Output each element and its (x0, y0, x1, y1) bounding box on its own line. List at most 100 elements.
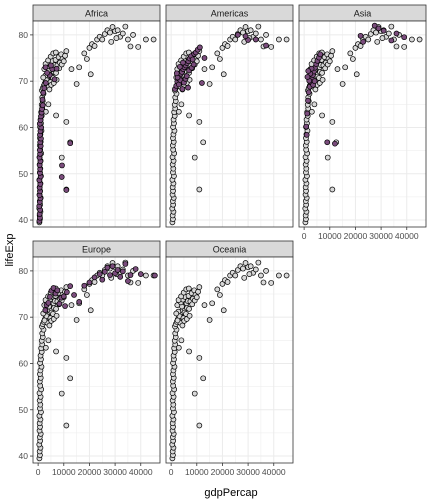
x-tick-label: 10000 (52, 467, 76, 477)
x-tick-label: 40000 (395, 231, 419, 241)
data-point (196, 284, 203, 290)
data-point (283, 36, 290, 43)
data-point-asia (303, 123, 310, 130)
data-point (209, 64, 216, 71)
data-point-europe (107, 272, 113, 278)
data-point (67, 375, 74, 382)
data-point (193, 294, 200, 301)
data-point (220, 307, 227, 314)
data-point-africa (63, 187, 70, 193)
data-point-americas (242, 33, 249, 40)
data-point-europe (86, 279, 93, 286)
data-point (191, 390, 198, 397)
data-point (53, 306, 59, 312)
facet-panel-oceania: Oceania 0 10000 20000 30000 40000 (165, 240, 294, 477)
data-point-europe (81, 282, 88, 289)
data-point (68, 66, 75, 72)
data-point (409, 36, 415, 43)
data-point (58, 154, 65, 161)
data-point (195, 288, 201, 295)
data-point (46, 86, 53, 93)
data-point (255, 259, 262, 266)
data-point-europe (119, 268, 126, 275)
data-point (247, 27, 254, 34)
data-point (53, 348, 59, 355)
y-tick-label: 40 (19, 215, 29, 225)
data-point (200, 139, 207, 146)
data-point-americas (177, 63, 183, 70)
data-point (135, 280, 142, 286)
data-point (196, 422, 203, 429)
facet-panel-africa: Africa 40 50 60 70 80 (19, 4, 161, 228)
data-point-europe (132, 266, 139, 272)
data-point (224, 43, 231, 49)
data-point (241, 274, 248, 281)
data-point (365, 36, 372, 43)
data-point (196, 355, 203, 361)
data-point (258, 36, 264, 43)
data-point-americas (201, 55, 208, 61)
data-point-asia (303, 132, 310, 138)
data-point (339, 81, 346, 87)
y-tick-label: 80 (19, 266, 29, 276)
data-point-africa (51, 76, 58, 83)
data-point-asia (380, 27, 387, 34)
data-point (350, 56, 356, 62)
data-point-africa (42, 64, 49, 71)
y-tick-label: 60 (19, 122, 29, 132)
data-point (416, 36, 423, 43)
data-point (87, 307, 94, 314)
data-point (206, 81, 213, 87)
panel-border (298, 20, 427, 228)
data-point (135, 44, 142, 50)
data-point (175, 108, 182, 115)
data-point-europe (76, 299, 83, 305)
y-tick-label: 80 (19, 30, 29, 40)
x-tick-label: 0 (302, 231, 307, 241)
data-point (178, 101, 185, 108)
data-point (52, 49, 59, 56)
data-point (84, 56, 90, 62)
data-point (63, 422, 70, 429)
data-point-europe (101, 268, 108, 275)
data-point-africa (53, 65, 60, 72)
data-point-europe (127, 272, 134, 278)
data-point (201, 302, 208, 308)
data-point (353, 71, 360, 78)
data-point (81, 50, 88, 57)
x-axis-title: gdpPercap (204, 487, 257, 499)
data-point-americas (190, 61, 197, 68)
data-point (73, 81, 80, 87)
data-point (114, 27, 121, 34)
data-point (374, 38, 381, 45)
data-point (247, 263, 254, 270)
data-point (357, 43, 364, 49)
facet-label-oceania: Oceania (213, 245, 247, 255)
data-point-africa (42, 80, 49, 86)
data-point (186, 348, 192, 355)
data-point-asia (311, 78, 318, 85)
data-point (200, 375, 207, 382)
data-point-asia (305, 89, 312, 96)
point-layer (36, 259, 158, 462)
data-point (319, 69, 325, 76)
x-tick-label: 0 (36, 467, 41, 477)
data-point-europe (54, 287, 61, 294)
data-point (308, 108, 315, 115)
data-point (178, 337, 185, 344)
data-point-europe (91, 274, 98, 281)
data-point-europe (137, 271, 144, 277)
data-point (232, 272, 239, 279)
facet-label-asia: Asia (354, 9, 372, 19)
data-point (143, 272, 149, 279)
data-point (125, 36, 131, 43)
data-point (73, 317, 80, 323)
data-point (329, 186, 336, 193)
data-point-europe (47, 293, 53, 300)
data-point (252, 266, 259, 273)
data-point (186, 306, 192, 312)
data-point-asia (388, 37, 395, 44)
data-point (53, 112, 59, 119)
y-tick-label: 50 (19, 405, 29, 415)
